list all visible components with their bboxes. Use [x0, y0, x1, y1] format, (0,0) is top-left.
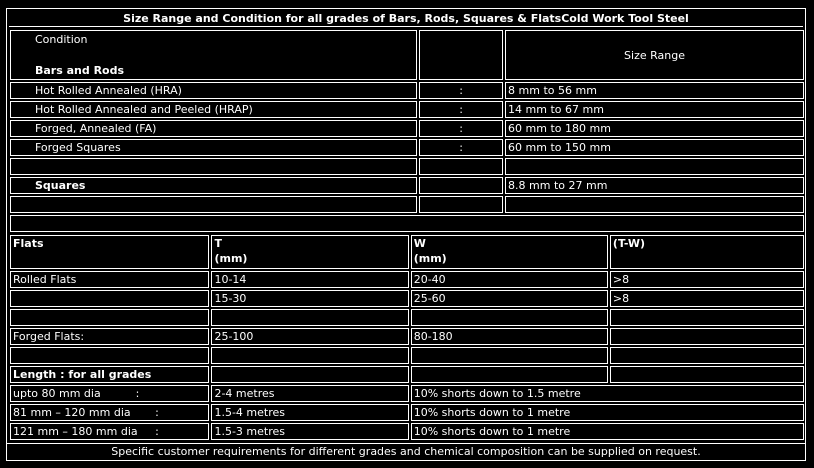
condition-label: Condition — [35, 33, 88, 46]
flats-cell: Rolled Flats — [10, 271, 210, 288]
table-row: 81 mm – 120 mm dia : 1.5-4 metres 10% sh… — [10, 404, 804, 421]
length-cell: 1.5-4 metres — [211, 404, 409, 421]
table-row: Length : for all grades — [10, 366, 804, 383]
flats-cell — [211, 347, 409, 364]
flats-cell: 20-40 — [410, 271, 608, 288]
table-row: Hot Rolled Annealed (HRA) : 8 mm to 56 m… — [10, 82, 804, 99]
w-label: W — [413, 237, 426, 250]
separator: : — [419, 139, 504, 156]
condition-name: Forged, Annealed (FA) — [10, 120, 418, 137]
empty-cell — [211, 366, 409, 383]
length-label: Length : for all grades — [10, 366, 210, 383]
flats-cell — [609, 347, 804, 364]
table-row: 121 mm – 180 mm dia : 1.5-3 metres 10% s… — [10, 423, 804, 440]
condition-name: Hot Rolled Annealed and Peeled (HRAP) — [10, 101, 418, 118]
t-header: T (mm) — [211, 235, 409, 269]
flats-cell: >8 — [609, 271, 804, 288]
table-row: Condition Bars and Rods Size Range — [10, 30, 804, 80]
size-range: 14 mm to 67 mm — [505, 101, 804, 118]
length-cell: 10% shorts down to 1 metre — [410, 423, 804, 440]
table-row — [10, 196, 804, 213]
w-header: W (mm) — [410, 235, 608, 269]
empty-cell — [419, 196, 504, 213]
w-unit: (mm) — [413, 252, 447, 265]
squares-range: 8.8 mm to 27 mm — [505, 177, 804, 194]
table-row: upto 80 mm dia : 2-4 metres 10% shorts d… — [10, 385, 804, 402]
sep-cell — [419, 30, 504, 80]
table-row: Forged Flats: 25-100 80-180 — [10, 328, 804, 345]
separator: : — [419, 101, 504, 118]
flats-cell — [10, 347, 210, 364]
empty-cell — [419, 158, 504, 175]
squares-label: Squares — [10, 177, 418, 194]
flats-cell — [10, 309, 210, 326]
flats-cell — [609, 309, 804, 326]
table-row: Forged, Annealed (FA) : 60 mm to 180 mm — [10, 120, 804, 137]
flats-cell — [410, 347, 608, 364]
table-row — [10, 347, 804, 364]
length-cell: upto 80 mm dia : — [10, 385, 210, 402]
length-cell: 2-4 metres — [211, 385, 409, 402]
flats-table: Flats T (mm) W (mm) (T-W) Rolled Flats 1… — [8, 233, 806, 442]
spec-frame: Size Range and Condition for all grades … — [6, 8, 806, 461]
size-range-header: Size Range — [505, 30, 804, 80]
table-row — [10, 215, 804, 232]
length-cell: 10% shorts down to 1.5 metre — [410, 385, 804, 402]
table-row — [10, 309, 804, 326]
bars-rods-table: Condition Bars and Rods Size Range Hot R… — [8, 28, 806, 234]
flats-cell: 80-180 — [410, 328, 608, 345]
condition-name: Forged Squares — [10, 139, 418, 156]
bars-rods-label: Bars and Rods — [35, 64, 125, 77]
condition-name: Hot Rolled Annealed (HRA) — [10, 82, 418, 99]
condition-cell: Condition Bars and Rods — [10, 30, 418, 80]
table-row: Forged Squares : 60 mm to 150 mm — [10, 139, 804, 156]
table-title: Size Range and Condition for all grades … — [9, 11, 803, 27]
table-row: Rolled Flats 10-14 20-40 >8 — [10, 271, 804, 288]
empty-cell — [505, 158, 804, 175]
size-range: 60 mm to 150 mm — [505, 139, 804, 156]
flats-cell — [10, 290, 210, 307]
length-cell: 81 mm – 120 mm dia : — [10, 404, 210, 421]
length-cell: 121 mm – 180 mm dia : — [10, 423, 210, 440]
flats-cell — [609, 328, 804, 345]
length-cell: 10% shorts down to 1 metre — [410, 404, 804, 421]
size-range: 8 mm to 56 mm — [505, 82, 804, 99]
t-unit: (mm) — [214, 252, 248, 265]
length-cell: 1.5-3 metres — [211, 423, 409, 440]
flats-cell — [410, 309, 608, 326]
flats-cell: 10-14 — [211, 271, 409, 288]
table-row — [10, 158, 804, 175]
table-row: Squares 8.8 mm to 27 mm — [10, 177, 804, 194]
size-range: 60 mm to 180 mm — [505, 120, 804, 137]
flats-cell: >8 — [609, 290, 804, 307]
t-label: T — [214, 237, 222, 250]
table-row: Flats T (mm) W (mm) (T-W) — [10, 235, 804, 269]
empty-cell — [410, 366, 608, 383]
flats-cell: Forged Flats: — [10, 328, 210, 345]
flats-cell — [211, 309, 409, 326]
table-row: 15-30 25-60 >8 — [10, 290, 804, 307]
flats-header: Flats — [10, 235, 210, 269]
footer-note: Specific customer requirements for diffe… — [7, 443, 805, 460]
separator: : — [419, 120, 504, 137]
table-row: Hot Rolled Annealed and Peeled (HRAP) : … — [10, 101, 804, 118]
separator: : — [419, 82, 504, 99]
flats-cell: 15-30 — [211, 290, 409, 307]
flats-cell: 25-60 — [410, 290, 608, 307]
empty-cell — [10, 158, 418, 175]
empty-cell — [419, 177, 504, 194]
empty-cell — [505, 196, 804, 213]
empty-cell — [10, 196, 418, 213]
flats-cell: 25-100 — [211, 328, 409, 345]
empty-cell — [10, 215, 804, 232]
tw-header: (T-W) — [609, 235, 804, 269]
empty-cell — [609, 366, 804, 383]
